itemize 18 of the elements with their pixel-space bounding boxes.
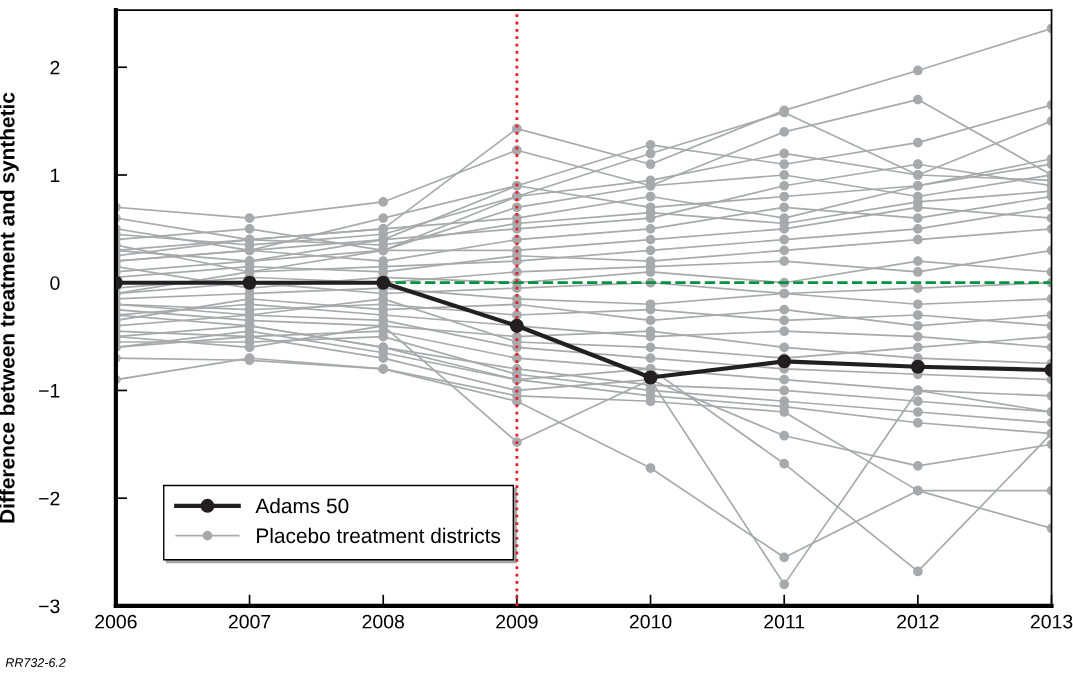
x-tick-label: 2006 <box>95 614 137 629</box>
y-tick-label: 1 <box>51 168 60 183</box>
x-tick-label: 2011 <box>764 614 805 629</box>
legend-label: Adams 50 <box>255 497 349 514</box>
y-tick-label: 0 <box>50 276 60 290</box>
legend-label: Placebo treatment districts <box>257 527 501 544</box>
x-tick-label: 2007 <box>228 614 271 629</box>
y-tick-label: −3 <box>39 599 60 614</box>
y-tick-label: −2 <box>39 491 60 506</box>
y-axis-title: Difference between treatment and synthetic <box>0 92 19 523</box>
x-tick-label: 2013 <box>1030 614 1073 629</box>
y-tick-label: −1 <box>39 384 60 398</box>
x-tick-label: 2008 <box>362 614 404 629</box>
x-tick-label: 2009 <box>496 614 538 629</box>
text: RR732-6.2 <box>5 658 66 667</box>
y-tick-label: 2 <box>50 60 60 75</box>
x-tick-label: 2010 <box>629 614 672 629</box>
x-tick-label: 2012 <box>897 614 939 629</box>
